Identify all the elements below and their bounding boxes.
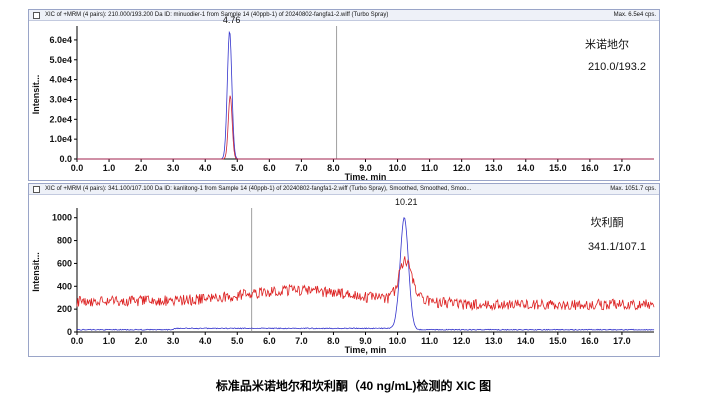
x-tick-label: 9.0 <box>359 336 372 346</box>
xic-trace-line <box>76 217 655 331</box>
x-tick-label: 2.0 <box>135 163 148 173</box>
y-tick-label: 3.0e4 <box>49 94 72 104</box>
panel-title: XIC of +MRM (4 pairs): 341.100/107.100 D… <box>45 186 472 192</box>
panel-checkbox[interactable] <box>33 186 40 193</box>
x-axis-label: Time, min <box>345 172 387 180</box>
max-intensity-label: Max. 6.5e4 cps. <box>613 12 656 18</box>
x-tick-label: 15.0 <box>549 163 567 173</box>
x-tick-label: 7.0 <box>295 163 308 173</box>
x-tick-label: 1.0 <box>103 336 116 346</box>
y-tick-label: 5.0e4 <box>49 55 72 65</box>
y-tick-label: 400 <box>57 281 72 291</box>
panel-title-bar: XIC of +MRM (4 pairs): 210.000/193.200 D… <box>29 10 659 21</box>
x-tick-label: 9.0 <box>359 163 372 173</box>
y-tick-label: 1000 <box>52 213 72 223</box>
x-tick-label: 0.0 <box>71 336 84 346</box>
x-tick-label: 17.0 <box>613 336 631 346</box>
x-tick-label: 14.0 <box>517 163 535 173</box>
x-tick-label: 14.0 <box>517 336 535 346</box>
chart-panel-top: XIC of +MRM (4 pairs): 210.000/193.200 D… <box>28 9 660 181</box>
compound-name-label: 米诺地尔 <box>585 38 629 51</box>
xic-trace-line <box>77 95 654 160</box>
x-tick-label: 6.0 <box>263 336 276 346</box>
x-tick-label: 5.0 <box>231 336 244 346</box>
y-tick-label: 6.0e4 <box>49 35 72 45</box>
x-axis-label: Time, min <box>345 345 387 355</box>
mrm-transition-label: 210.0/193.2 <box>588 61 646 73</box>
y-tick-label: 600 <box>57 258 72 268</box>
x-tick-label: 8.0 <box>327 163 340 173</box>
peak-time-label: 4.76 <box>223 15 241 25</box>
x-tick-label: 3.0 <box>167 336 180 346</box>
y-tick-label: 1.0e4 <box>49 134 72 144</box>
panel-checkbox[interactable] <box>33 12 40 19</box>
x-tick-label: 11.0 <box>421 163 438 173</box>
y-tick-label: 800 <box>57 236 72 246</box>
x-tick-label: 1.0 <box>103 163 116 173</box>
x-tick-label: 10.0 <box>389 163 407 173</box>
y-tick-label: 4.0e4 <box>49 75 72 85</box>
x-tick-label: 16.0 <box>581 163 599 173</box>
x-tick-label: 13.0 <box>485 163 503 173</box>
x-tick-label: 17.0 <box>613 163 631 173</box>
y-tick-label: 0 <box>67 327 72 337</box>
panel-title-bar: XIC of +MRM (4 pairs): 341.100/107.100 D… <box>29 184 659 195</box>
x-tick-label: 13.0 <box>485 336 503 346</box>
x-tick-label: 16.0 <box>581 336 599 346</box>
figure-caption: 标准品米诺地尔和坎利酮（40 ng/mL)检测的 XIC 图 <box>215 379 492 393</box>
xic-chart-top[interactable]: 0.0 1.0 2.0 3.0 4.0 5.0 6.0 7.0 8.0 9.0 10.0 11.0 12… <box>29 10 659 180</box>
x-tick-label: 11.0 <box>421 336 438 346</box>
peak-time-label: 10.21 <box>395 197 418 207</box>
x-tick-label: 12.0 <box>453 163 471 173</box>
x-tick-label: 0.0 <box>71 163 84 173</box>
x-tick-label: 8.0 <box>327 336 340 346</box>
compound-name-label: 坎利酮 <box>591 216 624 229</box>
x-tick-label: 7.0 <box>295 336 308 346</box>
x-tick-label: 10.0 <box>389 336 407 346</box>
x-tick-label: 4.0 <box>199 336 212 346</box>
xic-trace-line <box>77 30 654 160</box>
y-tick-label: 2.0e4 <box>49 114 72 124</box>
x-tick-label: 12.0 <box>453 336 471 346</box>
x-tick-label: 5.0 <box>231 163 244 173</box>
x-tick-label: 2.0 <box>135 336 148 346</box>
panel-title: XIC of +MRM (4 pairs): 210.000/193.200 D… <box>45 12 389 18</box>
x-tick-label: 6.0 <box>263 163 276 173</box>
y-axis-label: Intensit... <box>31 252 41 292</box>
x-tick-label: 3.0 <box>167 163 180 173</box>
y-tick-label: 200 <box>57 304 72 314</box>
y-axis-label: Intensit... <box>31 75 41 115</box>
max-intensity-label: Max. 1051.7 cps. <box>610 186 656 192</box>
xic-trace-line <box>76 256 655 312</box>
y-tick-label: 0.0 <box>59 154 72 164</box>
xic-chart-bottom[interactable]: 0.0 1.0 2.0 3.0 4.0 5.0 6.0 7.0 8.0 9.0 10.0 11.0 12… <box>29 184 659 356</box>
chart-panel-bottom: XIC of +MRM (4 pairs): 341.100/107.100 D… <box>28 183 660 357</box>
x-tick-label: 4.0 <box>199 163 212 173</box>
x-tick-label: 15.0 <box>549 336 567 346</box>
mrm-transition-label: 341.1/107.1 <box>588 241 646 253</box>
